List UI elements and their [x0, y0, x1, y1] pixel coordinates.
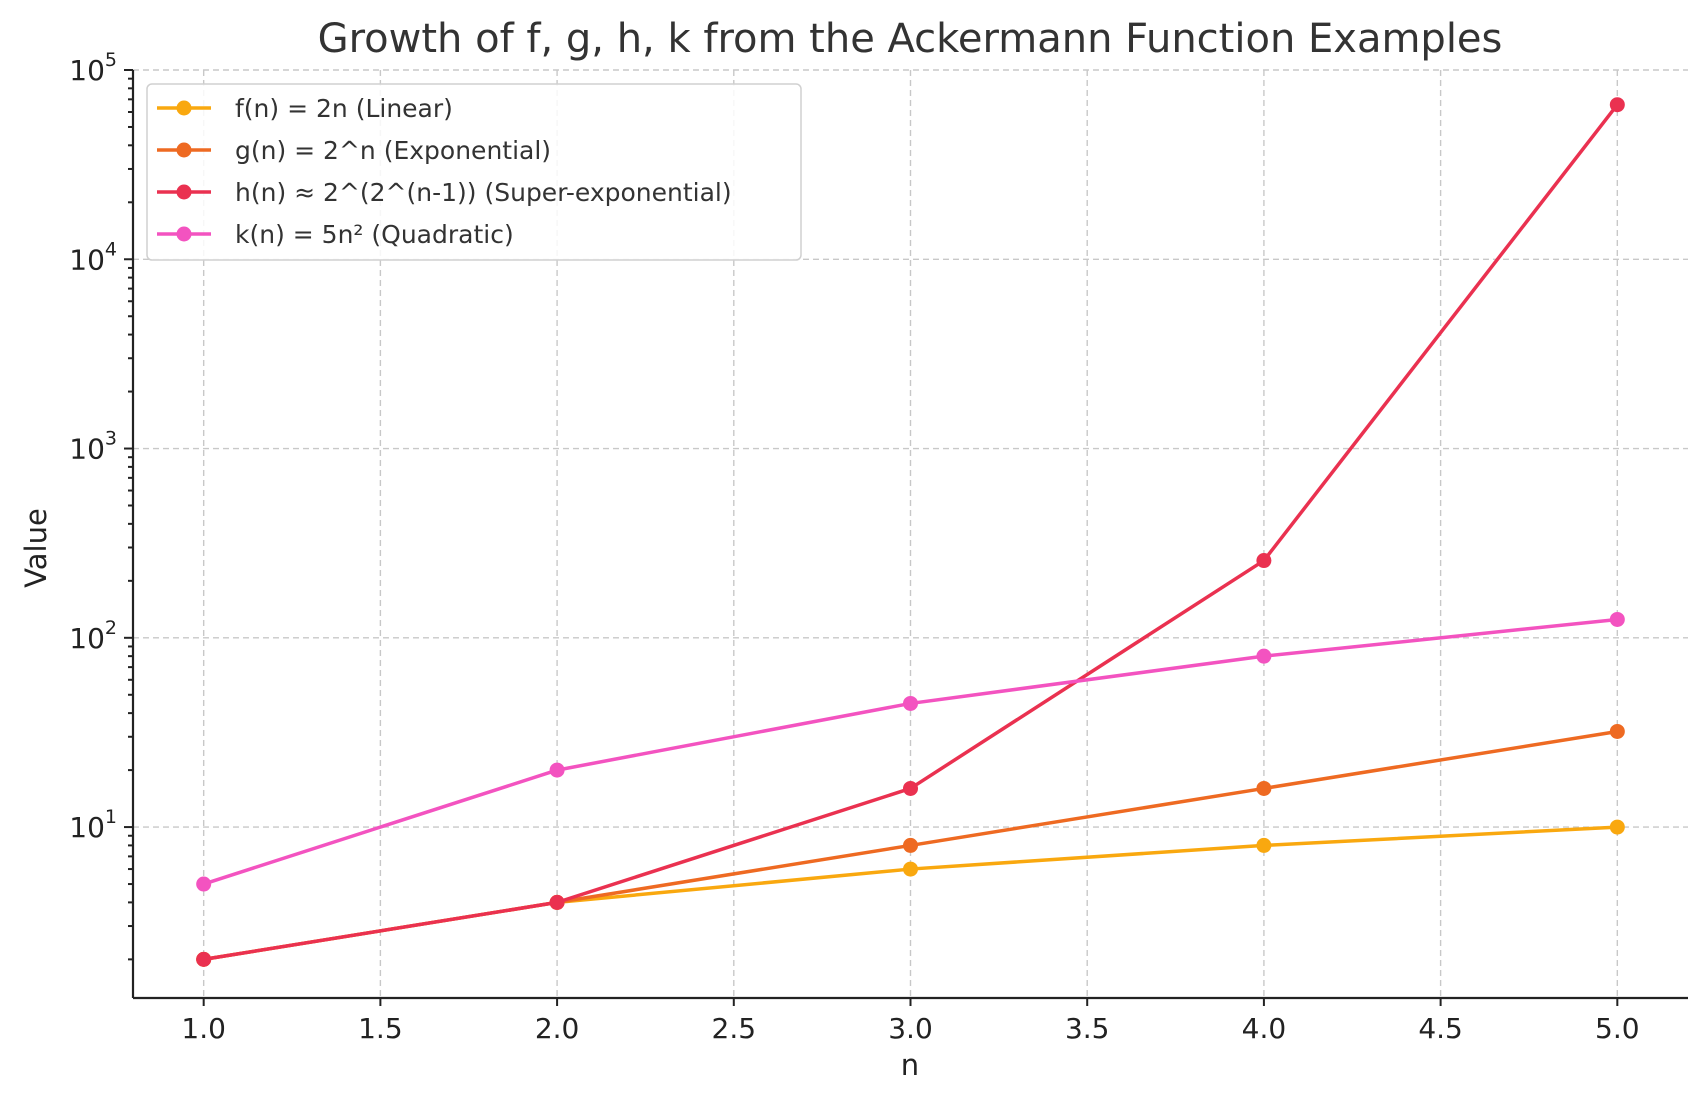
- data-point: [196, 876, 212, 892]
- y-tick-label: 101: [69, 806, 117, 844]
- data-point: [903, 861, 918, 877]
- x-axis-label: n: [901, 1048, 919, 1082]
- legend-swatch-marker: [176, 226, 192, 242]
- x-tick-label: 1.5: [358, 1012, 403, 1045]
- legend-item: k(n) = 5n² (Quadratic): [157, 220, 514, 249]
- data-point: [1609, 723, 1625, 739]
- data-point: [549, 894, 565, 910]
- legend-item: f(n) = 2n (Linear): [157, 94, 453, 123]
- x-tick-label: 1.0: [181, 1012, 226, 1045]
- series-layer: [196, 97, 1625, 967]
- legend-label: k(n) = 5n² (Quadratic): [235, 220, 514, 249]
- legend: f(n) = 2n (Linear) g(n) = 2^n (Exponentia…: [146, 83, 802, 261]
- y-axis-label: Value: [19, 508, 53, 588]
- x-tick-label: 3.5: [1065, 1012, 1110, 1045]
- data-point: [1256, 837, 1272, 853]
- legend-label: f(n) = 2n (Linear): [235, 94, 453, 123]
- x-tick-label: 2.0: [535, 1012, 580, 1045]
- y-tick-label: 105: [69, 49, 117, 87]
- x-axis-ticks: 1.0 1.5 2.0 2.5 3.0 3.5 4.0 4.5 5.0: [181, 998, 1640, 1045]
- x-tick-label: 4.5: [1418, 1012, 1463, 1045]
- y-tick-label: 103: [69, 428, 117, 466]
- y-tick-label: 102: [69, 617, 117, 655]
- legend-box: [146, 83, 802, 261]
- data-point: [1256, 553, 1272, 569]
- data-point: [1256, 780, 1272, 796]
- y-axis-ticks: 101 102 103 104 105: [69, 49, 133, 961]
- legend-swatch-marker: [176, 184, 192, 200]
- legend-swatch-marker: [176, 142, 192, 158]
- legend-item: g(n) = 2^n (Exponential): [157, 136, 551, 165]
- data-point: [903, 837, 918, 853]
- series-2: [196, 97, 1625, 967]
- legend-label: g(n) = 2^n (Exponential): [235, 136, 551, 165]
- chart-title: Growth of f, g, h, k from the Ackermann …: [318, 16, 1503, 62]
- x-tick-label: 4.0: [1242, 1012, 1287, 1045]
- data-point: [903, 780, 918, 796]
- x-tick-label: 5.0: [1595, 1012, 1640, 1045]
- data-point: [1609, 819, 1625, 835]
- x-tick-label: 3.0: [888, 1012, 933, 1045]
- data-point: [196, 951, 212, 967]
- data-point: [1256, 648, 1272, 664]
- data-point: [903, 695, 918, 711]
- data-point: [1609, 97, 1625, 113]
- series-3: [196, 611, 1625, 892]
- x-tick-label: 2.5: [712, 1012, 757, 1045]
- legend-label: h(n) ≈ 2^(2^(n-1)) (Super-exponential): [235, 178, 732, 207]
- data-point: [549, 762, 565, 778]
- y-tick-label: 104: [69, 238, 117, 276]
- legend-item: h(n) ≈ 2^(2^(n-1)) (Super-exponential): [157, 178, 732, 207]
- data-point: [1609, 611, 1625, 627]
- legend-swatch-marker: [176, 100, 192, 116]
